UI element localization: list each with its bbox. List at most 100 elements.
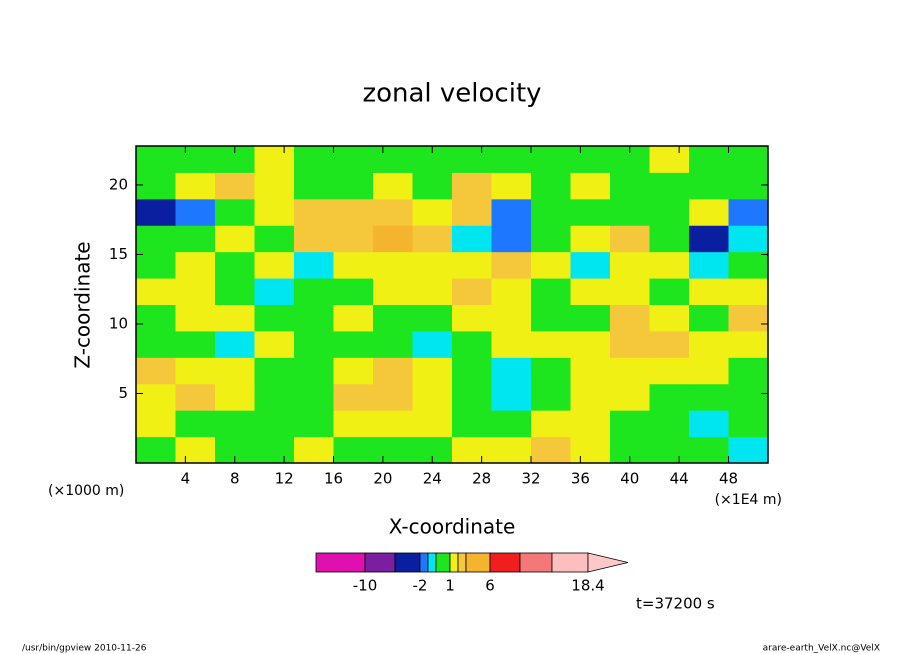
field-cell bbox=[333, 146, 374, 173]
y-tick-label: 20 bbox=[109, 175, 128, 193]
field-cell bbox=[570, 383, 611, 411]
x-unit-left: (×1000 m) bbox=[48, 483, 124, 499]
field-cell bbox=[215, 278, 255, 305]
field-cell bbox=[689, 198, 729, 226]
field-cell bbox=[610, 330, 650, 358]
field-cell bbox=[452, 278, 492, 305]
field-cell bbox=[452, 330, 492, 358]
field-cell bbox=[570, 330, 611, 358]
colorbar-segment bbox=[419, 552, 429, 573]
field-cell bbox=[412, 383, 453, 411]
field-cell bbox=[136, 330, 176, 358]
field-cell bbox=[215, 198, 255, 226]
field-cell bbox=[452, 357, 492, 385]
field-cell bbox=[491, 172, 532, 200]
colorbar-segment bbox=[449, 552, 459, 573]
field-cell bbox=[136, 357, 176, 385]
field-cell bbox=[689, 225, 729, 253]
field-cell bbox=[610, 357, 650, 385]
field-cell bbox=[175, 330, 216, 358]
field-cell bbox=[175, 278, 216, 305]
field-cell bbox=[254, 330, 295, 358]
field-cell bbox=[452, 410, 492, 438]
x-tick-label: 40 bbox=[620, 470, 639, 488]
field-cell bbox=[412, 172, 453, 200]
field-cell bbox=[610, 410, 650, 438]
field-cell bbox=[610, 383, 650, 411]
field-cell bbox=[215, 225, 255, 253]
field-cell bbox=[570, 278, 611, 305]
field-cell bbox=[175, 383, 216, 411]
x-tick-label: 32 bbox=[521, 470, 540, 488]
colorbar-tick-label: 1 bbox=[445, 577, 455, 595]
field-cell bbox=[175, 304, 216, 332]
field-cell bbox=[254, 436, 295, 464]
field-cell bbox=[333, 357, 374, 385]
field-cell bbox=[136, 436, 176, 464]
field-cell bbox=[333, 410, 374, 438]
field-cell bbox=[689, 357, 729, 385]
field-cell bbox=[412, 278, 453, 305]
field-cell bbox=[412, 198, 453, 226]
field-cell bbox=[610, 198, 650, 226]
field-cell bbox=[570, 436, 611, 464]
field-cell bbox=[728, 383, 769, 411]
field-cell bbox=[254, 198, 295, 226]
field-cell bbox=[136, 410, 176, 438]
field-cell bbox=[491, 225, 532, 253]
field-cell bbox=[452, 251, 492, 279]
colorbar-tick-label: -2 bbox=[413, 577, 428, 595]
chart-title: zonal velocity bbox=[362, 79, 541, 109]
field-cell bbox=[333, 251, 374, 279]
colorbar-segment bbox=[427, 552, 437, 573]
field-cell bbox=[373, 330, 413, 358]
x-tick-label: 16 bbox=[324, 470, 343, 488]
field-cell bbox=[649, 198, 690, 226]
field-cell bbox=[412, 330, 453, 358]
field-cell bbox=[728, 278, 769, 305]
field-cell bbox=[452, 225, 492, 253]
field-cell bbox=[215, 357, 255, 385]
field-cell bbox=[136, 146, 176, 173]
field-cell bbox=[254, 251, 295, 279]
field-cell bbox=[333, 278, 374, 305]
field-cell bbox=[728, 357, 769, 385]
field-cell bbox=[649, 146, 690, 173]
field-cell bbox=[649, 357, 690, 385]
x-tick-label: 36 bbox=[571, 470, 590, 488]
field-cell bbox=[728, 225, 769, 253]
y-tick-label: 10 bbox=[109, 314, 128, 332]
field-cell bbox=[531, 225, 571, 253]
field-cell bbox=[689, 172, 729, 200]
x-tick-label: 48 bbox=[719, 470, 738, 488]
field-cell bbox=[491, 304, 532, 332]
field-cell bbox=[491, 251, 532, 279]
field-cell bbox=[728, 251, 769, 279]
field-cell bbox=[531, 304, 571, 332]
field-cell bbox=[610, 172, 650, 200]
field-cell bbox=[570, 251, 611, 279]
field-cell bbox=[373, 357, 413, 385]
field-cell bbox=[254, 383, 295, 411]
field-cell bbox=[689, 278, 729, 305]
field-cell bbox=[649, 410, 690, 438]
field-cell bbox=[491, 383, 532, 411]
field-cell bbox=[333, 198, 374, 226]
field-cell bbox=[412, 225, 453, 253]
footer-left: /usr/bin/gpview 2010-11-26 bbox=[22, 644, 147, 654]
field-cell bbox=[570, 146, 611, 173]
field-cell bbox=[649, 172, 690, 200]
field-cell bbox=[531, 357, 571, 385]
field-cell bbox=[294, 410, 334, 438]
colorbar-segment bbox=[435, 552, 451, 573]
x-tick-label: 44 bbox=[670, 470, 689, 488]
footer-right: arare-earth_VelX.nc@VelX bbox=[763, 644, 880, 654]
y-tick-label: 15 bbox=[109, 245, 128, 263]
field-cell bbox=[333, 436, 374, 464]
field-cell bbox=[254, 278, 295, 305]
field-cell bbox=[294, 146, 334, 173]
field-cell bbox=[531, 146, 571, 173]
field-cell bbox=[610, 278, 650, 305]
field-cell bbox=[294, 330, 334, 358]
